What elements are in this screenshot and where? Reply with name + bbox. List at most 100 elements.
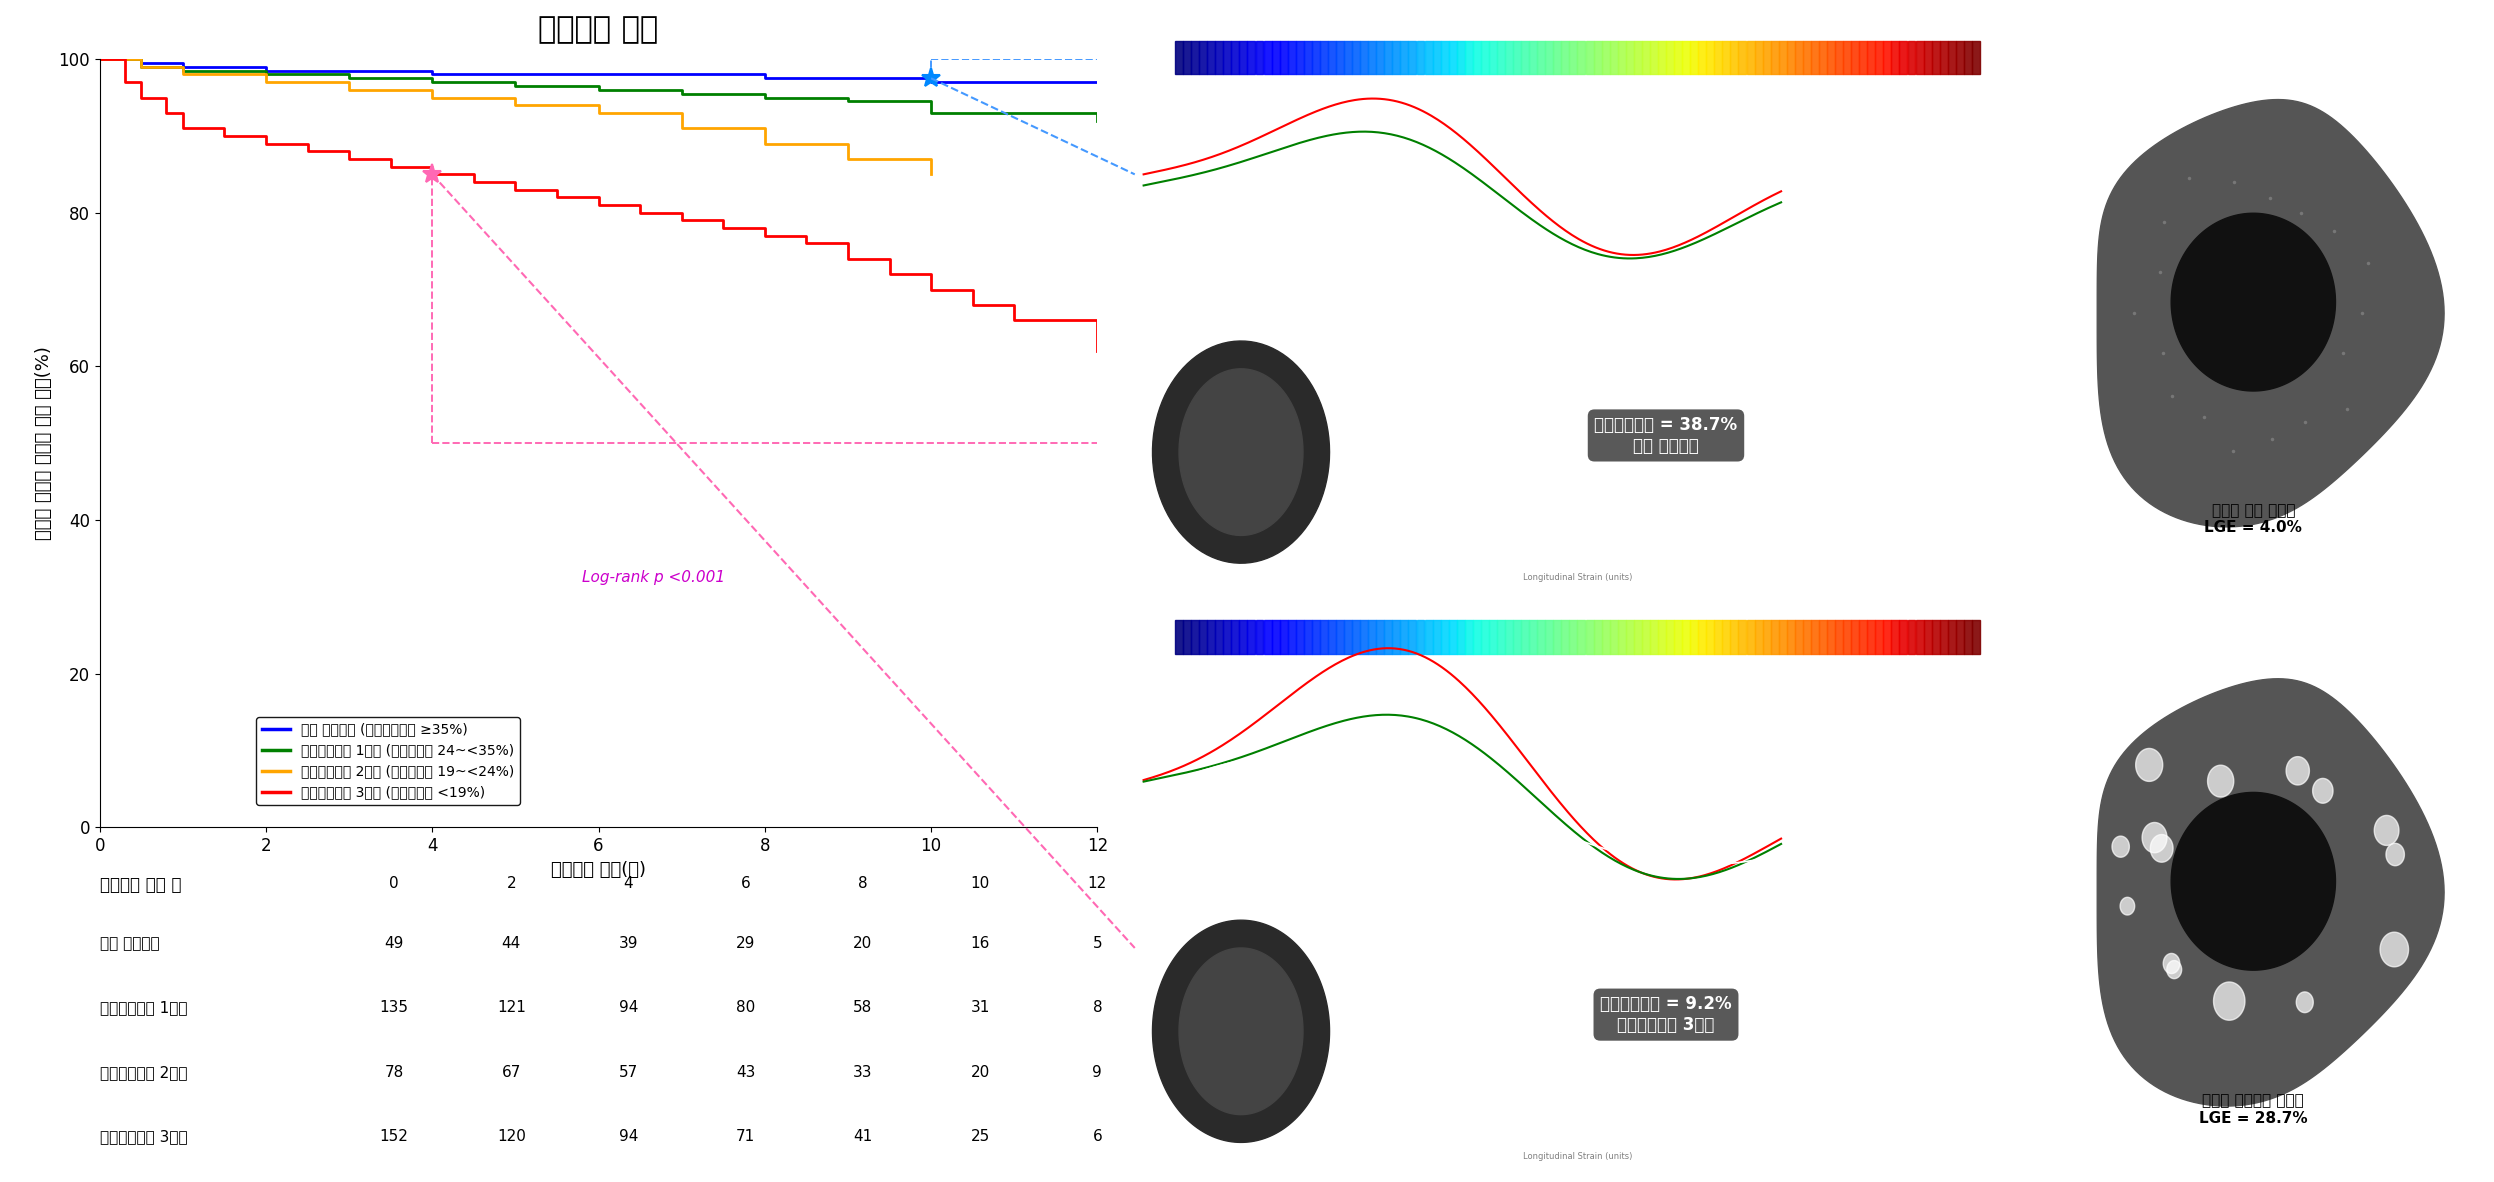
Bar	[1963, 41, 1973, 74]
Bar	[1836, 41, 1843, 74]
Text: 152: 152	[379, 1129, 409, 1144]
Text: 좌심방변형률 = 9.2%
이완기능장애 3단계: 좌심방변형률 = 9.2% 이완기능장애 3단계	[1601, 995, 1731, 1034]
Text: 10: 10	[970, 876, 990, 890]
Text: 67: 67	[501, 1065, 521, 1080]
Bar	[1297, 621, 1304, 654]
Polygon shape	[2167, 961, 2182, 979]
Text: 49: 49	[384, 936, 404, 950]
Bar	[1192, 621, 1200, 654]
Bar	[1626, 621, 1634, 654]
Text: 좌심방변형률 = 38.7%
정상 이완기능: 좌심방변형률 = 38.7% 정상 이완기능	[1594, 416, 1738, 455]
Bar	[1424, 41, 1432, 74]
Bar	[1651, 41, 1659, 74]
Bar	[1955, 621, 1963, 654]
Bar	[1843, 621, 1851, 654]
Bar	[1818, 41, 1828, 74]
Polygon shape	[1152, 342, 1329, 563]
Bar	[1890, 41, 1900, 74]
Bar	[1586, 41, 1594, 74]
Polygon shape	[2387, 843, 2404, 865]
Bar	[1536, 621, 1546, 654]
Bar	[1691, 41, 1698, 74]
Bar	[1417, 41, 1424, 74]
Polygon shape	[2097, 99, 2444, 527]
Bar	[1619, 621, 1626, 654]
Bar	[1908, 621, 1915, 654]
Bar	[1875, 621, 1883, 654]
Bar	[1973, 41, 1980, 74]
Bar	[1464, 621, 1474, 654]
Bar	[1763, 41, 1771, 74]
Text: 120: 120	[496, 1129, 526, 1144]
Text: 이완기능장애 2단계: 이완기능장애 2단계	[100, 1065, 187, 1080]
Bar	[1786, 621, 1796, 654]
Bar	[1521, 41, 1529, 74]
Bar	[1858, 41, 1868, 74]
Bar	[1504, 621, 1514, 654]
Bar	[1738, 621, 1746, 654]
Text: 2: 2	[506, 876, 516, 890]
Bar	[1666, 621, 1673, 654]
Polygon shape	[2172, 792, 2334, 970]
Bar	[1514, 621, 1521, 654]
Bar	[1778, 41, 1786, 74]
Bar	[1464, 41, 1474, 74]
Bar	[1536, 41, 1546, 74]
Bar	[1554, 41, 1561, 74]
Text: 심장의 경도 섬유화
LGE = 4.0%: 심장의 경도 섬유화 LGE = 4.0%	[2205, 504, 2302, 535]
Bar	[1496, 621, 1504, 654]
Text: 6: 6	[741, 876, 751, 890]
Polygon shape	[2120, 897, 2135, 915]
Polygon shape	[2172, 213, 2334, 391]
Text: 58: 58	[853, 1000, 873, 1015]
Text: 33: 33	[853, 1065, 873, 1080]
Bar	[1803, 621, 1811, 654]
Bar	[1713, 41, 1723, 74]
Bar	[1529, 41, 1536, 74]
Polygon shape	[2215, 982, 2245, 1020]
Bar	[1272, 41, 1279, 74]
Bar	[1409, 41, 1417, 74]
Bar	[1287, 41, 1297, 74]
Bar	[1287, 621, 1297, 654]
Bar	[1369, 621, 1377, 654]
Bar	[1586, 621, 1594, 654]
Bar	[1601, 621, 1609, 654]
Bar	[1723, 41, 1731, 74]
Bar	[1489, 41, 1496, 74]
Bar	[1973, 621, 1980, 654]
Bar	[1698, 621, 1706, 654]
Text: 25: 25	[970, 1129, 990, 1144]
Text: 43: 43	[736, 1065, 756, 1080]
Bar	[1890, 621, 1900, 654]
Text: 4: 4	[624, 876, 633, 890]
Bar	[1344, 621, 1352, 654]
Bar	[1756, 41, 1763, 74]
Bar	[1546, 621, 1554, 654]
Bar	[1264, 41, 1272, 74]
Bar	[1723, 621, 1731, 654]
Bar	[1836, 621, 1843, 654]
Text: 44: 44	[501, 936, 521, 950]
Bar	[1868, 621, 1875, 654]
Bar	[1402, 41, 1409, 74]
Bar	[1641, 41, 1651, 74]
Bar	[1796, 621, 1803, 654]
Bar	[1771, 621, 1778, 654]
Text: 0: 0	[389, 876, 399, 890]
Bar	[1851, 41, 1858, 74]
Bar	[1304, 41, 1312, 74]
Bar	[1474, 41, 1481, 74]
Bar	[1456, 621, 1464, 654]
Bar	[1828, 621, 1836, 654]
Bar	[1377, 41, 1384, 74]
Bar	[1756, 621, 1763, 654]
Bar	[1569, 621, 1576, 654]
Bar	[1182, 41, 1192, 74]
Bar	[1264, 621, 1272, 654]
Bar	[1900, 41, 1908, 74]
Bar	[1619, 41, 1626, 74]
Bar	[1409, 621, 1417, 654]
Bar	[1963, 621, 1973, 654]
Bar	[1579, 41, 1586, 74]
